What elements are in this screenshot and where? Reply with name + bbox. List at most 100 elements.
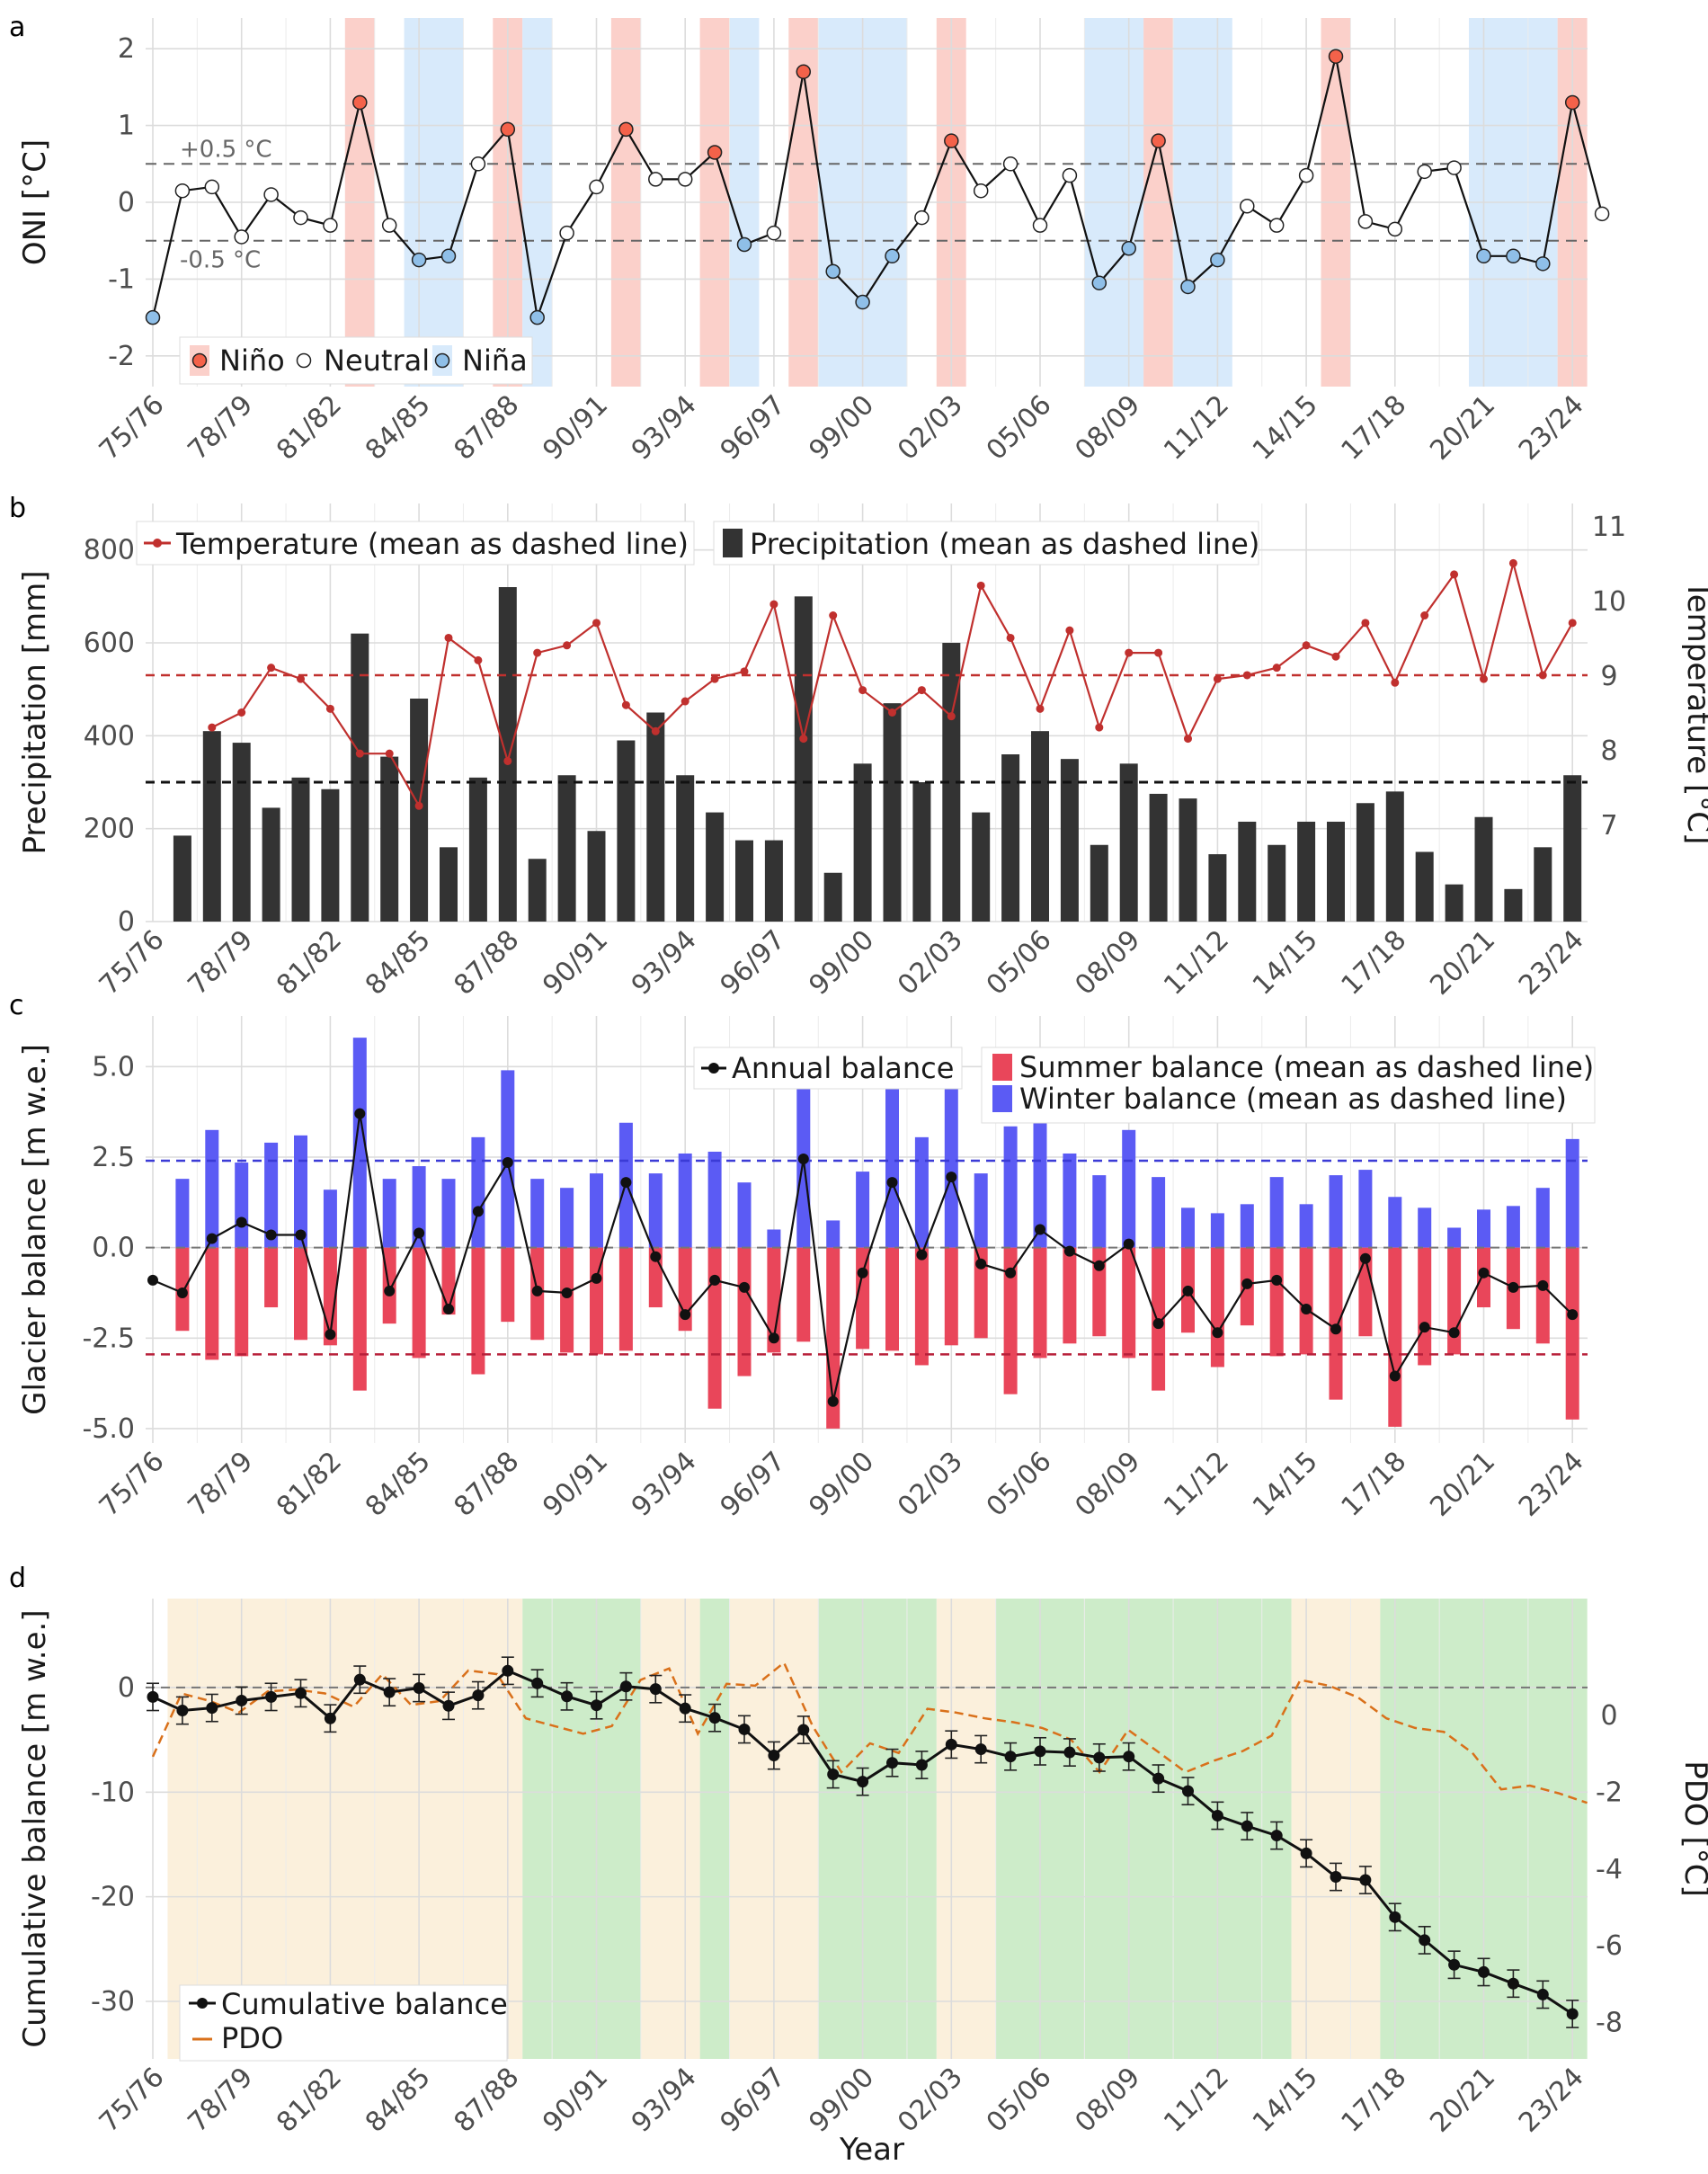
oni-point-nina: [1535, 256, 1551, 272]
y2-axis-label: Temperature [°C]: [1680, 580, 1708, 844]
oni-point-neutral: [293, 209, 308, 226]
x-tick-label: 23/24: [1513, 1446, 1590, 1523]
winter-balance-bar: [323, 1189, 337, 1248]
summer-balance-bar: [767, 1247, 781, 1353]
cumulative-balance-point: [1270, 1830, 1283, 1842]
oni-point-nino: [944, 133, 959, 148]
x-tick-label: 17/18: [1336, 389, 1413, 467]
x-tick-label: 96/97: [715, 924, 792, 1002]
cumulative-balance-point: [886, 1757, 898, 1769]
legend-marker: [708, 1063, 719, 1074]
x-tick-label: 99/00: [803, 924, 880, 1002]
panel-b-temperature-precipitation: b 0 200 400 600 800 Precipitation [mm] 7 8 9 10 11 T…: [9, 493, 1708, 1002]
oni-point-neutral: [174, 183, 191, 199]
cumulative-balance-point: [679, 1702, 691, 1715]
winter-balance-bar: [235, 1163, 249, 1248]
annual-balance-point: [916, 1249, 928, 1261]
y-tick-label: 2.5: [92, 1142, 135, 1173]
annual-balance-point: [857, 1267, 868, 1279]
winter-balance-bar: [1418, 1207, 1432, 1248]
summer-balance-bar: [944, 1247, 958, 1346]
annual-balance-point: [768, 1332, 779, 1344]
panel-letter-b: b: [9, 493, 26, 524]
x-tick-label: 87/88: [449, 389, 526, 467]
temperature-point: [829, 611, 838, 620]
temperature-point: [1154, 648, 1163, 657]
precipitation-bar: [528, 859, 547, 922]
precipitation-bar: [557, 775, 576, 922]
winter-balance-bar: [678, 1153, 692, 1248]
oni-point-nina: [736, 236, 752, 253]
annual-balance-point: [797, 1154, 809, 1165]
legend-label: Niña: [462, 343, 528, 378]
y-tick-label: -2.5: [82, 1323, 135, 1354]
oni-point-neutral: [204, 179, 220, 195]
oni-point-nino: [618, 121, 634, 138]
oni-point-nino: [796, 64, 812, 80]
oni-point-nino: [1328, 49, 1344, 64]
annual-balance-point: [827, 1395, 839, 1407]
oni-point-neutral: [234, 229, 249, 245]
precipitation-bar: [1445, 884, 1463, 922]
annual-balance-point: [1508, 1281, 1519, 1293]
summer-balance-bar: [1388, 1247, 1402, 1427]
annual-balance-point: [1330, 1323, 1341, 1335]
oni-point-nina: [1210, 252, 1225, 268]
winter-balance-bar: [648, 1173, 663, 1248]
legend-swatch: [992, 1085, 1012, 1112]
legend-marker: [434, 352, 450, 369]
x-tick-label: 08/09: [1069, 1446, 1146, 1523]
cumulative-balance-point: [531, 1677, 544, 1689]
temperature-point: [740, 667, 749, 676]
x-tick-label: 81/82: [271, 389, 348, 467]
summer-balance-bar: [205, 1247, 219, 1360]
annual-balance-point: [1271, 1274, 1283, 1286]
temperature-point: [769, 600, 778, 609]
summer-balance-bar: [974, 1247, 988, 1339]
cumulative-balance-point: [442, 1699, 455, 1712]
oni-point-neutral: [1002, 156, 1019, 172]
temperature-point: [325, 704, 334, 713]
summer-balance-bar: [856, 1247, 870, 1350]
annual-balance-point: [176, 1287, 188, 1298]
x-tick-label: 05/06: [981, 1446, 1058, 1523]
legend-marker: [197, 1998, 208, 2009]
summer-balance-bar: [501, 1247, 515, 1323]
x-tick-label: 23/24: [1513, 389, 1590, 467]
x-tick-label: 75/76: [93, 389, 171, 467]
oni-point-nina: [855, 294, 870, 310]
precipitation-bar: [1297, 821, 1316, 922]
oni-point-nina: [1506, 248, 1521, 264]
oni-point-neutral: [1387, 221, 1403, 237]
summer-balance-bar: [737, 1247, 752, 1377]
oni-point-neutral: [1240, 199, 1255, 214]
annual-balance-point: [1212, 1327, 1223, 1339]
oni-point-neutral: [1298, 167, 1314, 183]
x-tick-label: 93/94: [626, 1446, 703, 1523]
legend-label: Cumulative balance: [221, 1987, 508, 2021]
pdo-cool-band: [699, 1599, 730, 2059]
x-tick-label: 02/03: [892, 924, 969, 1002]
cumulative-balance-point: [974, 1743, 987, 1756]
y-tick-label: 0: [118, 1672, 135, 1704]
panel-letter-d: d: [9, 1563, 26, 1594]
precipitation-bar: [1268, 844, 1286, 922]
winter-balance-bar: [1033, 1117, 1047, 1248]
x-axis-label: Year: [839, 2132, 904, 2168]
y-tick-label: 600: [84, 628, 135, 659]
x-tick-label: 90/91: [537, 924, 614, 1002]
x-tick-label: 81/82: [271, 2062, 348, 2139]
oni-point-neutral: [1268, 218, 1285, 233]
oni-point-nina: [885, 248, 900, 264]
cumulative-balance-point: [265, 1690, 278, 1703]
summer-balance-bar: [1033, 1247, 1047, 1359]
y2-tick-label: -2: [1596, 1777, 1623, 1808]
annual-balance-point: [561, 1287, 573, 1298]
annual-balance-point: [1478, 1267, 1490, 1279]
temperature-point: [208, 723, 217, 732]
temperature-point: [1508, 558, 1517, 567]
summer-balance-bar: [352, 1247, 367, 1391]
annual-balance-point: [975, 1258, 987, 1270]
oni-point-neutral: [648, 172, 663, 187]
winter-balance-bar: [856, 1172, 870, 1248]
